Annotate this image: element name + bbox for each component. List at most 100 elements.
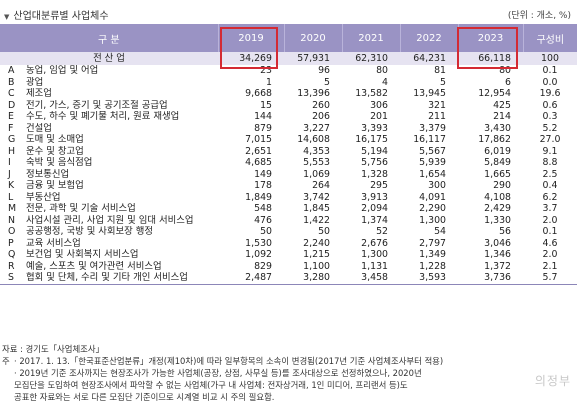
- value-2023: 425: [493, 99, 511, 111]
- value-2022: 1,654: [419, 168, 446, 180]
- industry-name: 공공행정, 국방 및 사회보장 행정: [26, 226, 154, 237]
- industry-code: F: [8, 122, 14, 134]
- industry-name: 예술, 스포츠 및 여가관련 서비스업: [26, 260, 162, 272]
- value-2020: 4,353: [303, 145, 330, 157]
- source-note: 자료 : 경기도「사업체조사」: [2, 344, 104, 354]
- value-2020: 2,240: [303, 237, 330, 249]
- table-row: D 전기, 가스, 증기 및 공기조절 공급업 15 260 306 321 425 0.6: [0, 100, 577, 112]
- total-2021: 62,310: [342, 52, 400, 65]
- value-share: 3.7: [542, 203, 558, 214]
- industry-name: 보건업 및 사회복지 서비스업: [26, 249, 139, 260]
- value-2019: 2,487: [218, 272, 284, 285]
- value-share: 0.6: [542, 99, 558, 111]
- value-2022: 3,379: [419, 122, 446, 134]
- value-2021: 295: [370, 180, 388, 191]
- value-2022: 300: [428, 180, 446, 191]
- total-2023: 66,118: [458, 52, 523, 65]
- value-2020: 5,553: [303, 157, 330, 168]
- value-2019: 879: [254, 122, 272, 134]
- value-2022: 16,117: [413, 134, 446, 145]
- total-2019: 34,269: [218, 52, 284, 65]
- value-2019: 548: [254, 203, 272, 214]
- value-2023: 56: [499, 226, 511, 237]
- value-2020: 50: [318, 226, 330, 237]
- value-2022: 211: [428, 111, 446, 122]
- value-2023: 3,430: [484, 122, 511, 134]
- industry-code: B: [8, 76, 15, 88]
- industry-name: 도매 및 소매업: [26, 134, 84, 145]
- value-2022: 13,945: [413, 88, 446, 99]
- industry-name: 정보통신업: [26, 168, 70, 180]
- value-2023: 1,330: [484, 214, 511, 226]
- total-2020: 57,931: [284, 52, 342, 65]
- value-2020: 260: [312, 99, 330, 111]
- industry-code: S: [0, 272, 24, 285]
- table-row: P 교육 서비스업 1,530 2,240 2,676 2,797 3,046 4.6: [0, 238, 577, 250]
- value-2023: 6: [505, 76, 511, 88]
- value-2022: 2,797: [419, 237, 446, 249]
- value-share: 0.4: [542, 180, 558, 191]
- industry-code: K: [8, 180, 15, 191]
- industry-name: 농업, 임업 및 어업: [26, 65, 99, 76]
- value-2019: 144: [254, 111, 272, 122]
- value-2022: 1,300: [419, 214, 446, 226]
- industry-name: 건설업: [26, 122, 52, 134]
- value-2022: 1,349: [419, 249, 446, 260]
- value-2022: 3,593: [400, 272, 458, 285]
- table-row: H 운수 및 창고업 2,651 4,353 5,194 5,567 6,019 9.1: [0, 146, 577, 158]
- value-2022: 321: [428, 99, 446, 111]
- industry-code: N: [8, 214, 16, 226]
- value-2022: 81: [434, 65, 446, 76]
- value-share: 6.2: [542, 191, 558, 203]
- industry-name: 운수 및 창고업: [26, 145, 84, 157]
- value-2021: 52: [376, 226, 388, 237]
- industry-code: E: [8, 111, 14, 122]
- value-2021: 2,094: [361, 203, 388, 214]
- industry-code: A: [8, 65, 15, 76]
- value-2021: 306: [370, 99, 388, 111]
- value-share: 2.1: [542, 260, 558, 272]
- industry-name: 전문, 과학 및 기술 서비스업: [26, 203, 136, 214]
- value-2021: 1,328: [361, 168, 388, 180]
- value-2023: 1,346: [484, 249, 511, 260]
- value-2023: 214: [493, 111, 511, 122]
- header-2021: 2021: [341, 24, 400, 52]
- table-row: F 건설업 879 3,227 3,393 3,379 3,430 5.2: [0, 123, 577, 135]
- industry-name: 협회 및 단체, 수리 및 기타 개인 서비스업: [24, 272, 218, 285]
- value-2023: 5,849: [484, 157, 511, 168]
- industry-name: 전기, 가스, 증기 및 공기조절 공급업: [26, 99, 168, 111]
- industry-code: P: [8, 237, 14, 249]
- value-2021: 5,756: [361, 157, 388, 168]
- industry-name: 수도, 하수 및 폐기물 처리, 원료 재생업: [26, 111, 180, 122]
- value-2021: 2,676: [361, 237, 388, 249]
- table-row: J 정보통신업 149 1,069 1,328 1,654 1,665 2.5: [0, 169, 577, 181]
- highlight-2019-box: [220, 27, 278, 69]
- value-2020: 1,069: [303, 168, 330, 180]
- value-share: 0.0: [542, 76, 558, 88]
- value-2023: 1,372: [484, 260, 511, 272]
- value-2021: 1,374: [361, 214, 388, 226]
- table-caption-bar: ▼ 산업대분류별 사업체수 (단위 : 개소, %): [0, 0, 577, 24]
- value-2021: 3,393: [361, 122, 388, 134]
- value-2020: 96: [318, 65, 330, 76]
- value-share: 27.0: [539, 134, 561, 145]
- note-line-3: 모집단을 도입하여 현장조사에서 파악할 수 없는 사업체(가구 내 사업체: …: [14, 380, 408, 390]
- triangle-down-icon: ▼: [4, 13, 10, 21]
- value-2019: 9,668: [245, 88, 272, 99]
- value-2021: 5,194: [361, 145, 388, 157]
- value-2020: 13,396: [297, 88, 330, 99]
- value-2020: 206: [312, 111, 330, 122]
- industry-name: 부동산업: [26, 191, 61, 203]
- value-2021: 16,175: [355, 134, 388, 145]
- industry-table: 구 분 2019 2020 2021 2022 2023 구성비 전 산 업 3…: [0, 24, 577, 285]
- industry-code: J: [8, 168, 11, 180]
- industry-name: 금융 및 보험업: [26, 180, 84, 191]
- value-2021: 3,913: [361, 191, 388, 203]
- industry-code: G: [8, 134, 16, 145]
- table-row: G 도매 및 소매업 7,015 14,608 16,175 16,117 17,862 27…: [0, 134, 577, 146]
- header-row: 구 분 2019 2020 2021 2022 2023 구성비: [0, 24, 577, 52]
- value-share: 19.6: [539, 88, 561, 99]
- value-2023: 12,954: [478, 88, 511, 99]
- value-2019: 2,651: [245, 145, 272, 157]
- industry-name: 숙박 및 음식점업: [26, 157, 93, 168]
